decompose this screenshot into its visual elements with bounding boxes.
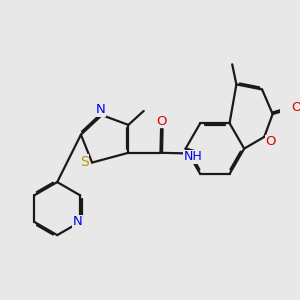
Text: O: O: [156, 115, 166, 128]
Text: NH: NH: [184, 150, 203, 163]
Text: O: O: [292, 101, 300, 114]
Text: S: S: [80, 155, 89, 169]
Text: O: O: [265, 135, 276, 148]
Text: N: N: [96, 103, 105, 116]
Text: N: N: [73, 215, 83, 228]
